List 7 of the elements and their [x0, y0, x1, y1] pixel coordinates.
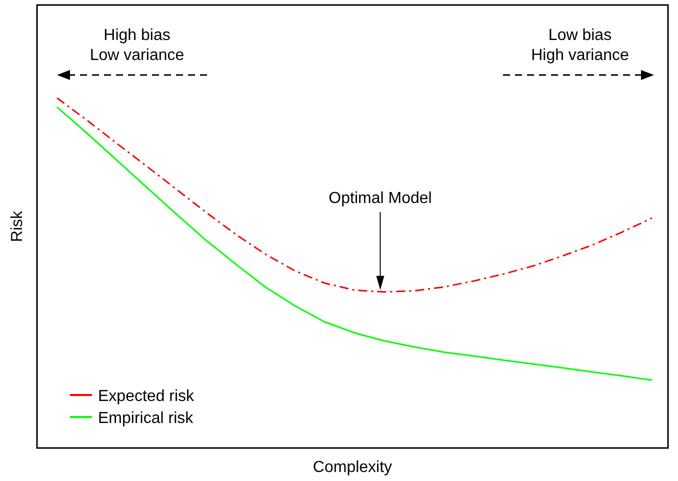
annotation: Optimal Model [328, 190, 432, 207]
legend-label: Empirical risk [98, 410, 194, 427]
text: Low bias High variance [531, 27, 630, 64]
legend-label: Expected risk [98, 388, 196, 405]
y-axis-title: Risk [9, 210, 26, 242]
text: High bias Low variance [90, 27, 184, 64]
x-axis-title: Complexity [312, 459, 392, 476]
